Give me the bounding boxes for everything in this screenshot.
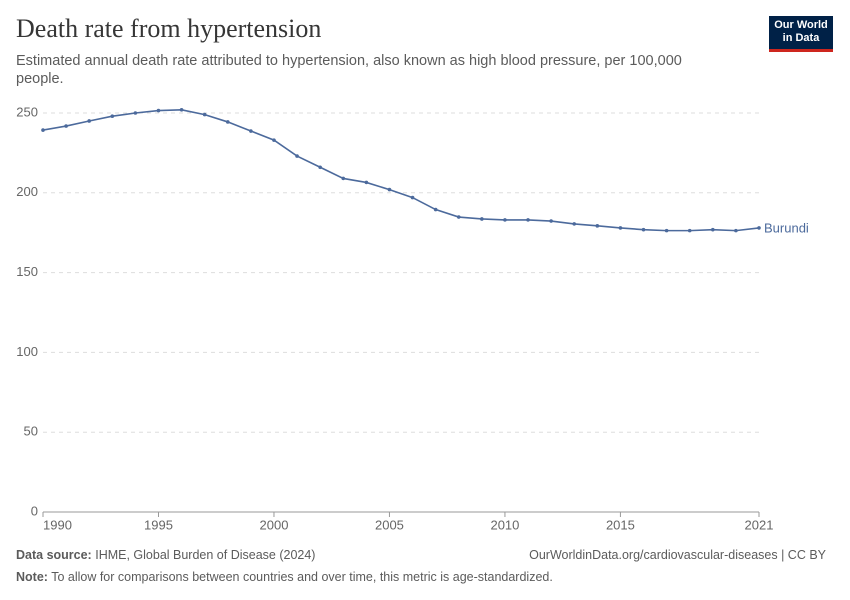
y-tick-label: 0: [31, 503, 38, 518]
chart: 0 50 100 150 200 250 1990 1995 2000 2005 2010 2015 2…: [16, 104, 809, 532]
point: [734, 228, 738, 233]
logo-line: in Data: [782, 32, 820, 44]
note-text: To allow for comparisons between countri…: [51, 570, 553, 584]
point: [110, 114, 115, 118]
y-tick-label: 150: [16, 264, 38, 279]
y-tick-label: 50: [24, 424, 38, 439]
logo[interactable]: Our World in Data: [769, 16, 833, 52]
point: [526, 218, 530, 222]
point: [318, 165, 322, 170]
logo-line: Our World: [774, 19, 828, 31]
y-tick-label: 250: [16, 104, 38, 119]
point: [295, 154, 299, 158]
point: [341, 176, 346, 181]
point: [133, 111, 138, 115]
point: [456, 215, 461, 219]
point: [480, 217, 484, 221]
point: [711, 227, 715, 232]
x-tick-label: 1995: [144, 517, 173, 532]
point: [249, 129, 253, 133]
source-label: Data source:: [16, 548, 92, 562]
point: [618, 226, 623, 230]
point: [757, 226, 761, 230]
x-tick-label: 1990: [43, 517, 72, 532]
y-tick-label: 100: [16, 344, 38, 359]
source: Data source: IHME, Global Burden of Dise…: [16, 548, 315, 562]
x-tick-label: 2010: [490, 517, 519, 532]
chart-subtitle: Estimated annual death rate attributed t…: [16, 53, 682, 87]
point: [687, 228, 692, 233]
point: [156, 108, 161, 113]
series-label: Burundi: [764, 220, 809, 235]
point: [272, 138, 276, 142]
point: [641, 227, 646, 232]
point: [664, 228, 669, 233]
point: [225, 120, 230, 124]
url[interactable]: OurWorldinData.org/cardiovascular-diseas…: [529, 548, 826, 562]
x-tick-label: 2005: [375, 517, 404, 532]
note-label: Note:: [16, 570, 48, 584]
source-text: IHME, Global Burden of Disease (2024): [95, 548, 316, 562]
chart-title: Death rate from hypertension: [16, 14, 322, 43]
point: [595, 224, 600, 228]
point: [410, 195, 415, 200]
point: [202, 112, 207, 117]
point: [41, 128, 45, 132]
point: [87, 119, 91, 123]
point: [549, 219, 553, 223]
x-tick-label: 2021: [745, 517, 774, 532]
point: [503, 218, 507, 222]
note: Note: To allow for comparisons between c…: [16, 570, 553, 584]
point: [387, 187, 392, 192]
point: [433, 207, 438, 212]
point: [364, 180, 369, 185]
x-tick-label: 2015: [606, 517, 635, 532]
line: [42, 109, 760, 232]
point: [179, 108, 184, 112]
y-tick-label: 200: [16, 184, 38, 199]
x-tick-label: 2000: [260, 517, 289, 532]
point: [572, 222, 577, 226]
point: [64, 124, 68, 128]
